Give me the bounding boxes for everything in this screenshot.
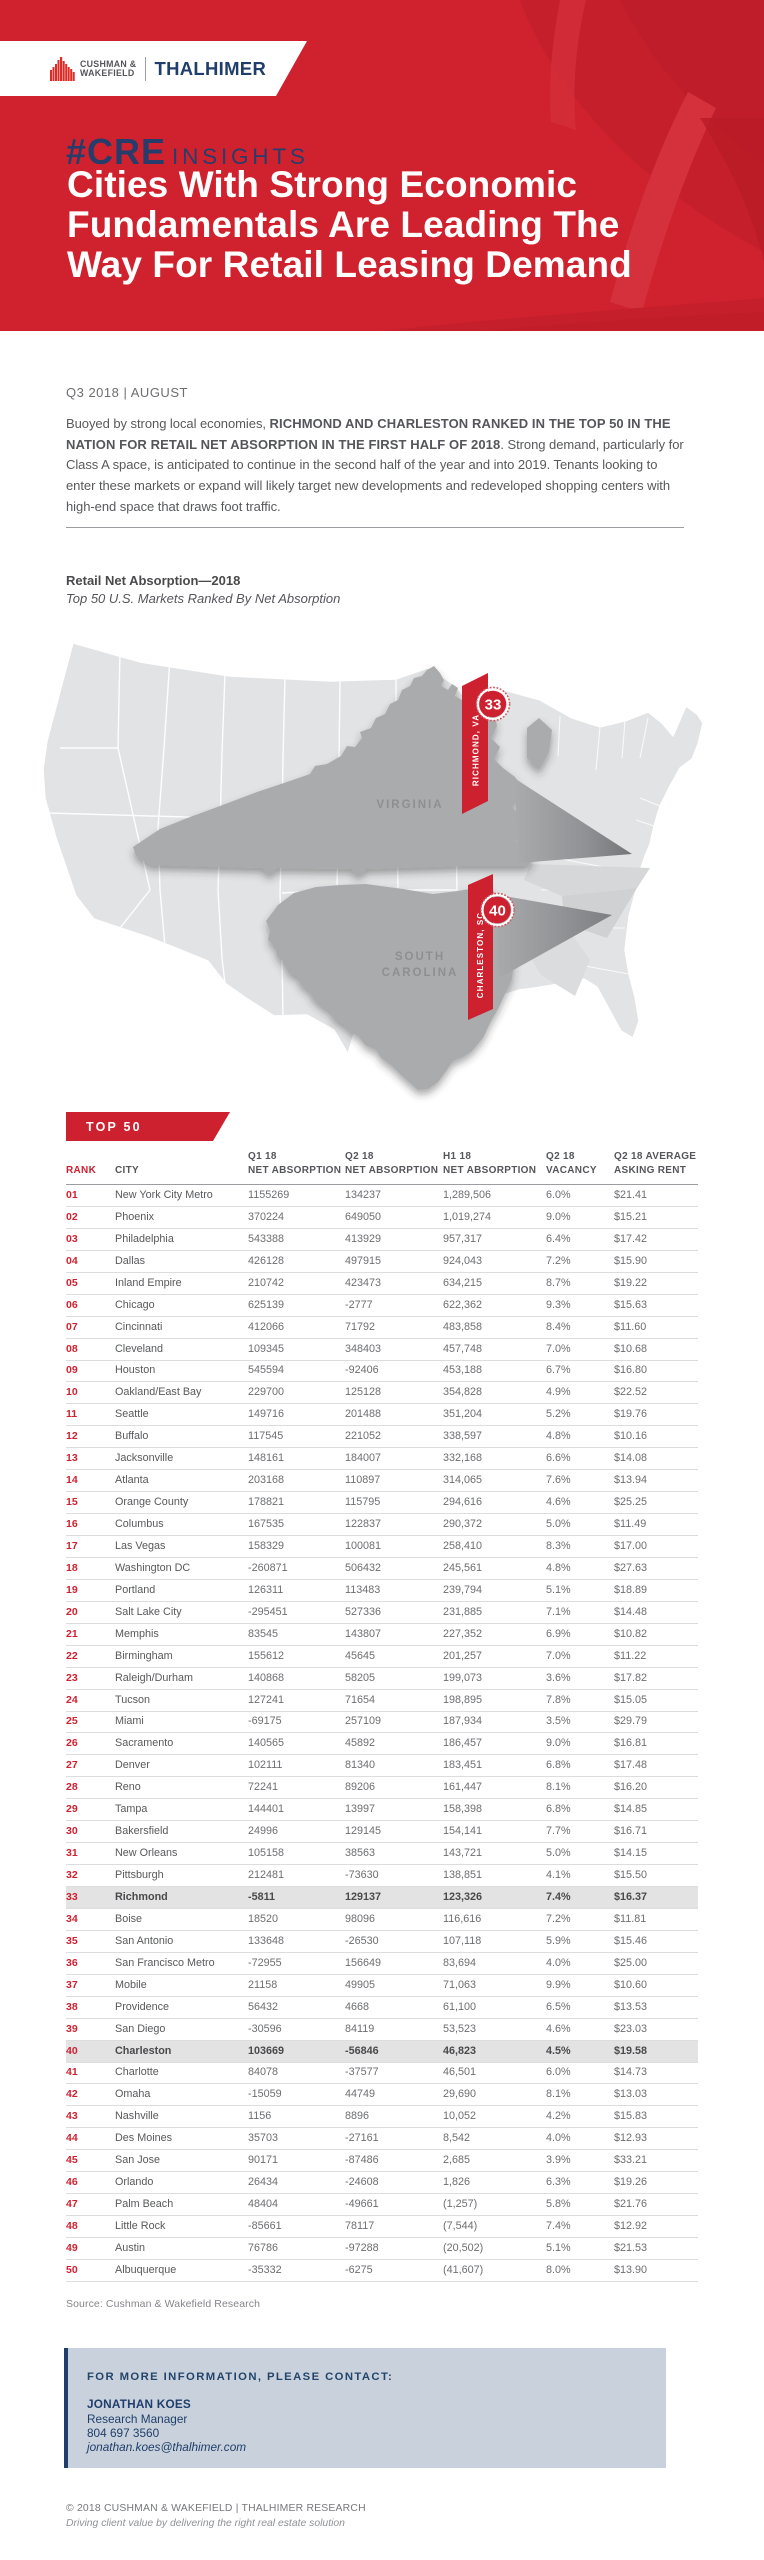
svg-text:CHARLESTON, SC: CHARLESTON, SC bbox=[476, 912, 485, 998]
svg-text:SOUTH: SOUTH bbox=[395, 951, 445, 963]
svg-text:40: 40 bbox=[489, 903, 506, 920]
svg-text:33: 33 bbox=[485, 697, 502, 714]
svg-text:CAROLINA: CAROLINA bbox=[382, 967, 459, 979]
svg-text:VIRGINIA: VIRGINIA bbox=[376, 799, 443, 811]
svg-text:RICHMOND, VA: RICHMOND, VA bbox=[472, 714, 481, 786]
